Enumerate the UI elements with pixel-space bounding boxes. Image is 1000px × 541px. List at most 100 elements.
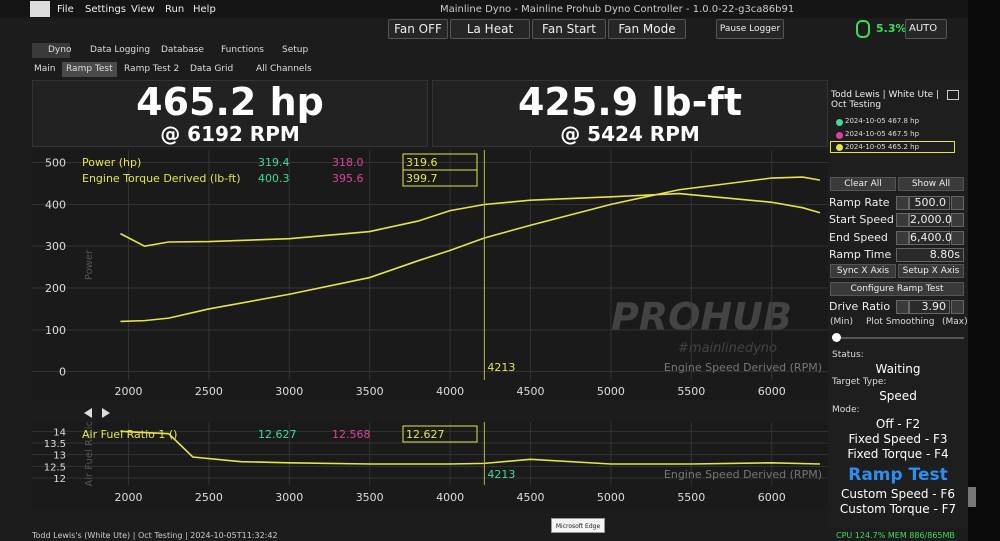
- y-tick-label: 14: [53, 427, 66, 438]
- legend-reading: 12.627: [406, 428, 445, 441]
- screen-edge: [968, 0, 1000, 541]
- menu-item[interactable]: Run: [165, 4, 185, 15]
- plus-button[interactable]: [951, 231, 964, 245]
- tab[interactable]: Data Logging: [90, 45, 151, 55]
- menu-item[interactable]: Help: [193, 4, 216, 15]
- peak-torque: 425.9 lb-ft: [517, 80, 743, 124]
- minus-button[interactable]: [896, 213, 909, 227]
- x-tick-label: 3000: [275, 385, 303, 398]
- legend-reading: 399.7: [406, 172, 438, 185]
- menu-item[interactable]: File: [57, 4, 74, 15]
- configure-button[interactable]: Configure Ramp Test: [830, 282, 964, 296]
- fan-mode-button[interactable]: Fan Mode: [608, 19, 686, 39]
- main-chart: PROHUB #mainlinedyno 0 100 200 300 400 500 2000 2…: [32, 150, 828, 398]
- torque-readout: 425.9 lb-ft @ 5424 RPM: [432, 80, 828, 147]
- peak-torque-rpm: @ 5424 RPM: [560, 122, 700, 146]
- y-tick-label: 13: [53, 451, 66, 462]
- clear-all-button[interactable]: Clear All: [830, 177, 896, 191]
- minus-button[interactable]: [896, 196, 909, 210]
- field-label: Ramp Time: [829, 248, 892, 261]
- mode-option[interactable]: Custom Torque - F7: [839, 502, 957, 516]
- title-bar: [0, 0, 968, 18]
- plot-area: [32, 422, 828, 485]
- mode-option-active[interactable]: Ramp Test: [848, 465, 948, 485]
- x-tick-label: 2500: [195, 385, 223, 398]
- subtab[interactable]: Ramp Test: [62, 62, 117, 77]
- run-item[interactable]: 2024-10-05 467.5 hp: [845, 130, 920, 138]
- percent-readout: 5.3%: [876, 22, 907, 35]
- tab[interactable]: Functions: [221, 45, 264, 55]
- smoothing-label: Plot Smoothing: [866, 317, 935, 327]
- pause-logger-button[interactable]: Pause Logger: [716, 19, 784, 39]
- run-item[interactable]: 2024-10-05 467.8 hp: [845, 117, 920, 125]
- print-icon[interactable]: [947, 90, 959, 100]
- field-value[interactable]: 3.90: [909, 300, 950, 314]
- fan-off-button[interactable]: Fan OFF: [388, 19, 448, 39]
- sync-x-button[interactable]: Sync X Axis: [830, 264, 896, 278]
- minus-button[interactable]: [896, 231, 909, 245]
- y-tick-label: 100: [45, 324, 66, 337]
- status-label: Status:: [832, 350, 864, 360]
- watermark: PROHUB: [611, 295, 792, 339]
- status-resources: CPU 124.7% MEM 886/865MB: [836, 531, 955, 540]
- mode-option[interactable]: Fixed Speed - F3: [848, 432, 948, 446]
- plus-button[interactable]: [951, 196, 964, 210]
- plus-button[interactable]: [951, 300, 964, 314]
- subtab[interactable]: Ramp Test 2: [124, 64, 180, 74]
- x-tick-label: 2500: [195, 491, 223, 504]
- cursor-label: 4213: [487, 361, 515, 374]
- legend-name: Air Fuel Ratio 1 (): [82, 428, 177, 441]
- tab[interactable]: Dyno: [32, 43, 71, 58]
- legend-reading: 318.0: [332, 156, 364, 169]
- x-tick-label: 6000: [758, 491, 786, 504]
- legend-reading: 400.3: [258, 172, 290, 185]
- plus-button[interactable]: [951, 213, 964, 227]
- status-value: Waiting: [875, 362, 921, 376]
- fan-start-button[interactable]: Fan Start: [532, 19, 606, 39]
- tab[interactable]: Database: [161, 45, 204, 55]
- x-tick-label: 2000: [114, 385, 142, 398]
- show-all-button[interactable]: Show All: [898, 177, 964, 191]
- subtab[interactable]: All Channels: [256, 64, 312, 74]
- cursor-label: 4213: [487, 468, 515, 481]
- mode-option[interactable]: Off - F2: [875, 417, 921, 431]
- slider-knob[interactable]: [832, 333, 841, 342]
- heat-button[interactable]: La Heat: [450, 19, 530, 39]
- menu-item[interactable]: View: [131, 4, 155, 15]
- mode-option[interactable]: Fixed Torque - F4: [847, 447, 949, 461]
- legend-reading: 12.568: [332, 428, 371, 441]
- x-tick-label: 4000: [436, 385, 464, 398]
- menu-item[interactable]: Settings: [85, 4, 127, 15]
- x-tick-label: 4000: [436, 491, 464, 504]
- legend-name: Power (hp): [82, 156, 141, 169]
- field-value: 8.80s: [896, 248, 964, 262]
- reading-box: [402, 169, 478, 187]
- y-tick-label: 200: [45, 282, 66, 295]
- field-label: Start Speed: [829, 213, 894, 226]
- nav-arrows[interactable]: [32, 403, 828, 422]
- mode-option[interactable]: Custom Speed - F6: [841, 487, 955, 501]
- field-label: Ramp Rate: [829, 196, 890, 209]
- minus-button[interactable]: [896, 300, 909, 314]
- subtab[interactable]: Main: [34, 64, 56, 74]
- field-value[interactable]: 2,000.0: [909, 213, 952, 227]
- reading-box: [402, 425, 478, 443]
- peak-power-rpm: @ 6192 RPM: [160, 122, 300, 146]
- x-tick-label: 5500: [677, 385, 705, 398]
- run-item-selected[interactable]: 2024-10-05 465.2 hp: [830, 141, 955, 153]
- subtab[interactable]: Data Grid: [190, 64, 234, 74]
- x-tick-label: 5000: [597, 491, 625, 504]
- mode-select[interactable]: AUTO: [905, 19, 947, 39]
- field-value[interactable]: 500.0: [909, 196, 950, 210]
- setup-x-button[interactable]: Setup X Axis: [898, 264, 964, 278]
- chart-nav: [32, 403, 828, 422]
- afr-chart-panel: 12 12.5 13 13.5 14 2000 2500 3000 3500 4000 4500 50…: [32, 420, 828, 507]
- x-tick-label: 5500: [677, 491, 705, 504]
- field-value[interactable]: 6,400.0: [909, 231, 952, 245]
- legend-reading: 395.6: [332, 172, 364, 185]
- y-tick-label: 500: [45, 157, 66, 170]
- legend-reading: 319.4: [258, 156, 290, 169]
- tab[interactable]: Setup: [282, 45, 309, 55]
- legend-reading: 319.6: [406, 156, 438, 169]
